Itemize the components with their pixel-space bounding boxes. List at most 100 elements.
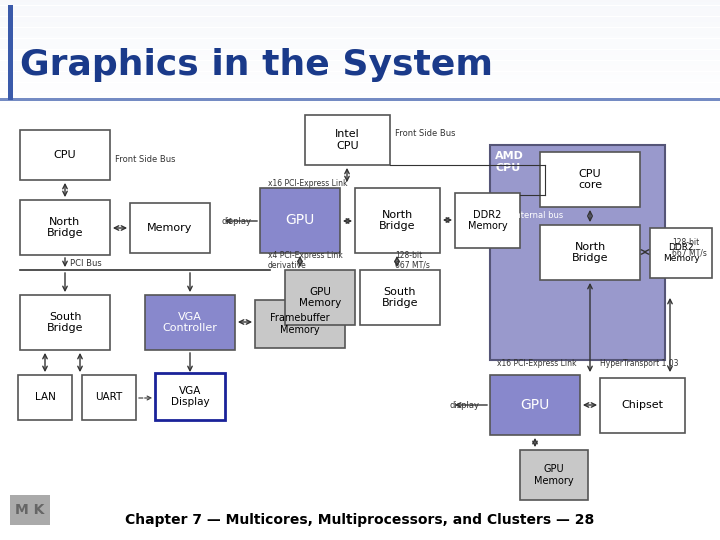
Bar <box>490 145 665 360</box>
Bar <box>0 58 720 59</box>
Bar <box>0 33 720 34</box>
Bar <box>0 16 720 17</box>
Bar <box>0 69 720 70</box>
Bar <box>0 99 720 100</box>
Text: internal bus: internal bus <box>513 211 563 219</box>
Bar <box>0 65 720 66</box>
Bar <box>0 102 720 103</box>
Text: PCI Bus: PCI Bus <box>70 260 102 268</box>
Bar <box>0 94 720 96</box>
Bar <box>0 71 720 72</box>
Bar <box>0 40 720 42</box>
Text: South
Bridge: South Bridge <box>47 312 84 333</box>
Text: Chapter 7 — Multicores, Multiprocessors, and Clusters — 28: Chapter 7 — Multicores, Multiprocessors,… <box>125 513 595 527</box>
Text: LAN: LAN <box>35 393 55 402</box>
Bar <box>0 38 720 39</box>
Text: Front Side Bus: Front Side Bus <box>395 129 456 138</box>
Bar <box>0 25 720 26</box>
Text: 667 MT/s: 667 MT/s <box>395 260 430 269</box>
Bar <box>0 31 720 32</box>
Bar <box>0 88 720 89</box>
Text: x4 PCI-Express Link: x4 PCI-Express Link <box>268 252 343 260</box>
Bar <box>20 130 110 180</box>
Bar <box>0 85 720 86</box>
Text: AMD
CPU: AMD CPU <box>495 151 524 173</box>
Bar <box>155 373 225 420</box>
Text: UART: UART <box>95 393 122 402</box>
Bar <box>0 87 720 88</box>
Bar <box>540 152 640 207</box>
Text: 128-bit
667 MT/s: 128-bit 667 MT/s <box>672 238 707 258</box>
Bar <box>490 375 580 435</box>
Text: derivative: derivative <box>268 260 307 269</box>
Bar <box>255 300 345 348</box>
Bar <box>0 80 720 82</box>
Text: South
Bridge: South Bridge <box>382 287 418 308</box>
Bar <box>18 375 72 420</box>
Bar <box>0 39 720 40</box>
Bar <box>0 18 720 19</box>
Bar <box>0 44 720 45</box>
Bar <box>0 56 720 57</box>
Bar <box>0 76 720 77</box>
Text: Front Side Bus: Front Side Bus <box>115 156 176 165</box>
Bar <box>10 495 50 525</box>
Text: GPU
Memory: GPU Memory <box>299 287 341 308</box>
Bar <box>355 188 440 253</box>
Bar <box>82 375 136 420</box>
Bar <box>0 108 720 109</box>
Text: GPU: GPU <box>521 398 549 412</box>
Bar <box>0 90 720 91</box>
Bar <box>0 42 720 43</box>
Bar <box>0 55 720 56</box>
Text: North
Bridge: North Bridge <box>572 242 608 264</box>
Bar <box>0 82 720 83</box>
Text: CPU
core: CPU core <box>578 168 602 190</box>
Bar <box>0 9 720 10</box>
Bar <box>0 35 720 36</box>
Bar <box>0 70 720 71</box>
Bar <box>0 50 720 51</box>
Bar <box>0 37 720 38</box>
Bar <box>0 66 720 67</box>
Text: 128-bit: 128-bit <box>395 252 422 260</box>
Bar <box>0 12 720 13</box>
Bar <box>20 200 110 255</box>
Text: M K: M K <box>15 503 45 517</box>
Text: x16 PCI-Express Link: x16 PCI-Express Link <box>497 359 577 368</box>
Text: x16 PCI-Express Link: x16 PCI-Express Link <box>268 179 348 187</box>
Bar <box>305 115 390 165</box>
Bar <box>0 46 720 48</box>
Bar <box>285 270 355 325</box>
Bar <box>0 34 720 35</box>
Bar <box>0 97 720 98</box>
Bar <box>0 98 720 101</box>
Bar <box>0 60 720 62</box>
Bar <box>455 193 520 248</box>
Text: DDR2
Memory: DDR2 Memory <box>468 210 508 231</box>
Bar <box>0 96 720 97</box>
Bar <box>130 203 210 253</box>
Bar <box>0 43 720 44</box>
Text: DDR2
Memory: DDR2 Memory <box>662 244 699 262</box>
Text: CPU: CPU <box>54 150 76 160</box>
Bar <box>0 5 720 6</box>
Text: Chipset: Chipset <box>621 401 664 410</box>
Bar <box>0 103 720 105</box>
Text: Intel
CPU: Intel CPU <box>335 129 360 151</box>
Bar <box>520 450 588 500</box>
Bar <box>0 51 720 52</box>
Bar <box>260 188 340 253</box>
Bar <box>0 6 720 8</box>
Bar <box>0 54 720 55</box>
Bar <box>0 53 720 54</box>
Bar <box>0 105 720 106</box>
Text: Memory: Memory <box>148 223 193 233</box>
Bar <box>0 19 720 20</box>
Bar <box>600 378 685 433</box>
Bar <box>0 4 720 5</box>
Text: Graphics in the System: Graphics in the System <box>20 48 493 82</box>
Bar <box>0 48 720 49</box>
Bar <box>0 79 720 80</box>
Bar <box>0 30 720 31</box>
